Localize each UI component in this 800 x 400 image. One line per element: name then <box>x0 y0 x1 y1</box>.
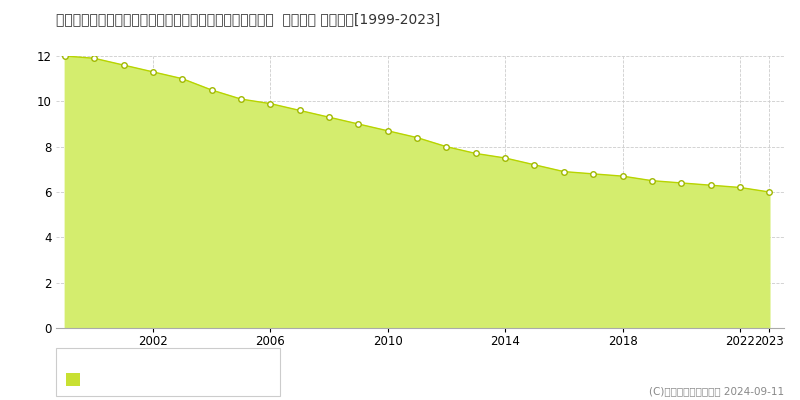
Text: 地価公示 平均坪単価(万円/坪): 地価公示 平均坪単価(万円/坪) <box>88 368 189 380</box>
Text: (C)土地価格ドットコム 2024-09-11: (C)土地価格ドットコム 2024-09-11 <box>649 386 784 396</box>
Text: 栃木県芳賀郡市貝町大字赤羽字中新田屋敷付１０４５番７  地価公示 地価推移[1999-2023]: 栃木県芳賀郡市貝町大字赤羽字中新田屋敷付１０４５番７ 地価公示 地価推移[199… <box>56 12 440 26</box>
